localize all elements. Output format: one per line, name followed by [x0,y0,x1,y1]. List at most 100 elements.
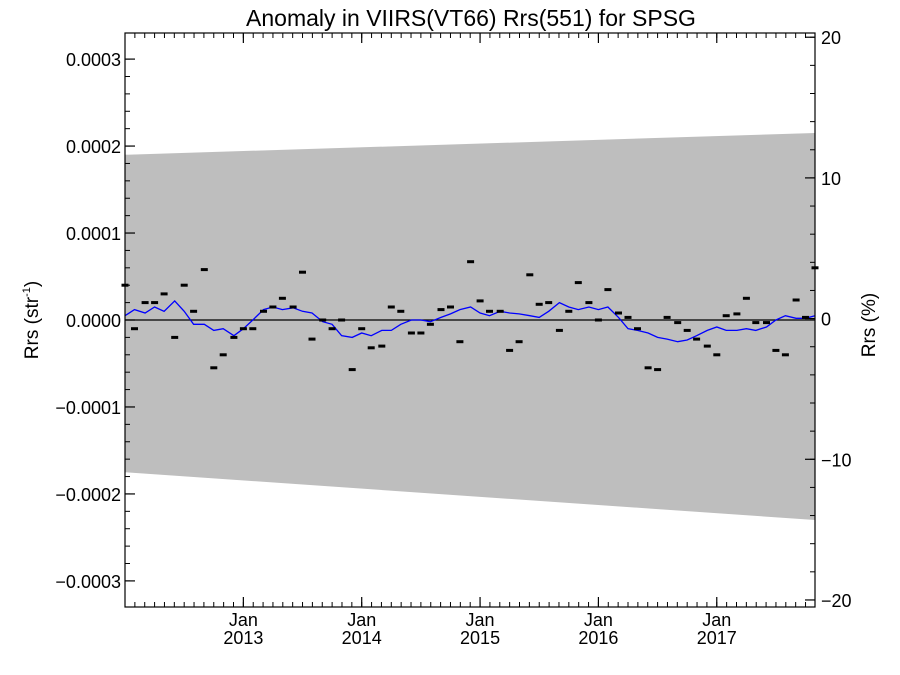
anomaly-point [703,344,711,348]
x-tick-year: 2015 [460,628,500,648]
anomaly-point [526,273,534,277]
anomaly-point [230,335,238,339]
anomaly-point [772,348,780,352]
anomaly-point [486,309,493,313]
anomaly-point [781,353,789,357]
anomaly-points [121,260,819,372]
anomaly-point [792,298,800,302]
x-tick-year: 2016 [578,628,618,648]
anomaly-point [131,327,138,331]
anomaly-point [328,327,336,331]
anomaly-point [348,368,356,372]
anomaly-point [555,328,563,332]
anomaly-point [506,348,514,352]
right-tick-label: 20 [821,28,841,48]
x-tick-month: Jan [584,610,613,630]
uncertainty-band [125,133,815,521]
anomaly-point [190,309,198,313]
right-tick-label: −20 [821,591,852,611]
left-tick-label: −0.0001 [55,398,121,418]
anomaly-point [535,302,543,306]
anomaly-point [545,301,553,305]
anomaly-point [674,321,682,325]
anomaly-point [515,340,523,344]
left-axis-label: Rrs (str-1) [21,281,43,359]
anomaly-point [604,288,612,292]
anomaly-point [565,309,573,313]
anomaly-point [407,331,415,335]
anomaly-point [180,283,188,287]
anomaly-point [200,268,208,272]
anomaly-point [644,366,652,370]
anomaly-point [367,346,375,350]
plot-area [121,32,819,608]
anomaly-point [160,292,168,296]
anomaly-point [456,340,464,344]
anomaly-point [574,281,582,285]
x-tick-month: Jan [466,610,495,630]
anomaly-point [585,301,593,305]
anomaly-point [417,331,425,335]
right-tick-label: 0 [821,310,831,330]
anomaly-point [260,309,267,313]
left-tick-label: −0.0002 [55,485,121,505]
anomaly-point [249,327,257,331]
anomaly-point [358,327,366,331]
anomaly-point [496,309,504,313]
left-tick-label: 0.0003 [66,50,121,70]
left-tick-label: 0.0002 [66,137,121,157]
right-y-axis: 20 10 0 −10 −20 [805,28,852,611]
chart-title: Anomaly in VIIRS(VT66) Rrs(551) for SPSG [246,5,696,31]
anomaly-point [722,314,730,318]
anomaly-point [683,328,691,332]
anomaly-point [426,322,434,326]
anomaly-point [802,315,809,319]
anomaly-point [387,305,395,309]
anomaly-point [654,368,662,372]
anomaly-point [219,353,227,357]
anomaly-point [239,327,247,331]
anomaly-point [733,312,741,316]
anomaly-point [693,337,701,341]
x-tick-year: 2014 [342,628,382,648]
anomaly-point [308,337,316,341]
anomaly-point [141,301,149,305]
anomaly-point [437,308,445,312]
anomaly-point [752,321,760,325]
left-y-axis: 0.0003 0.0002 0.0001 0.0000 −0.0001 −0.0002 −0… [55,50,135,592]
anomaly-point [624,315,632,319]
right-tick-label: −10 [821,450,852,470]
x-tick-month: Jan [347,610,376,630]
x-tick-month: Jan [229,610,258,630]
anomaly-point [594,318,602,322]
x-tick-month: Jan [702,610,731,630]
anomaly-point [378,344,386,348]
anomaly-point [338,318,346,322]
right-axis-label: Rrs (%) [859,293,880,357]
anomaly-point [269,305,277,309]
anomaly-point [615,311,622,315]
anomaly-point [742,296,750,300]
right-tick-label: 10 [821,169,841,189]
anomaly-point [171,335,179,339]
left-tick-label: −0.0003 [55,572,121,592]
anomaly-point [299,270,306,274]
anomaly-point [151,301,159,305]
anomaly-point [210,366,218,370]
anomaly-point [467,260,475,264]
anomaly-point [713,353,721,357]
smoothed-anomaly-line [124,299,816,343]
x-tick-year: 2013 [223,628,263,648]
anomaly-point [278,296,286,300]
anomaly-point [397,309,405,313]
anomaly-point [634,327,641,331]
anomaly-point [289,305,297,309]
left-tick-label: 0.0000 [66,311,121,331]
left-tick-label: 0.0001 [66,224,121,244]
anomaly-point [763,321,770,325]
anomaly-point [663,315,671,319]
x-tick-year: 2017 [697,628,737,648]
anomaly-point [447,305,454,309]
